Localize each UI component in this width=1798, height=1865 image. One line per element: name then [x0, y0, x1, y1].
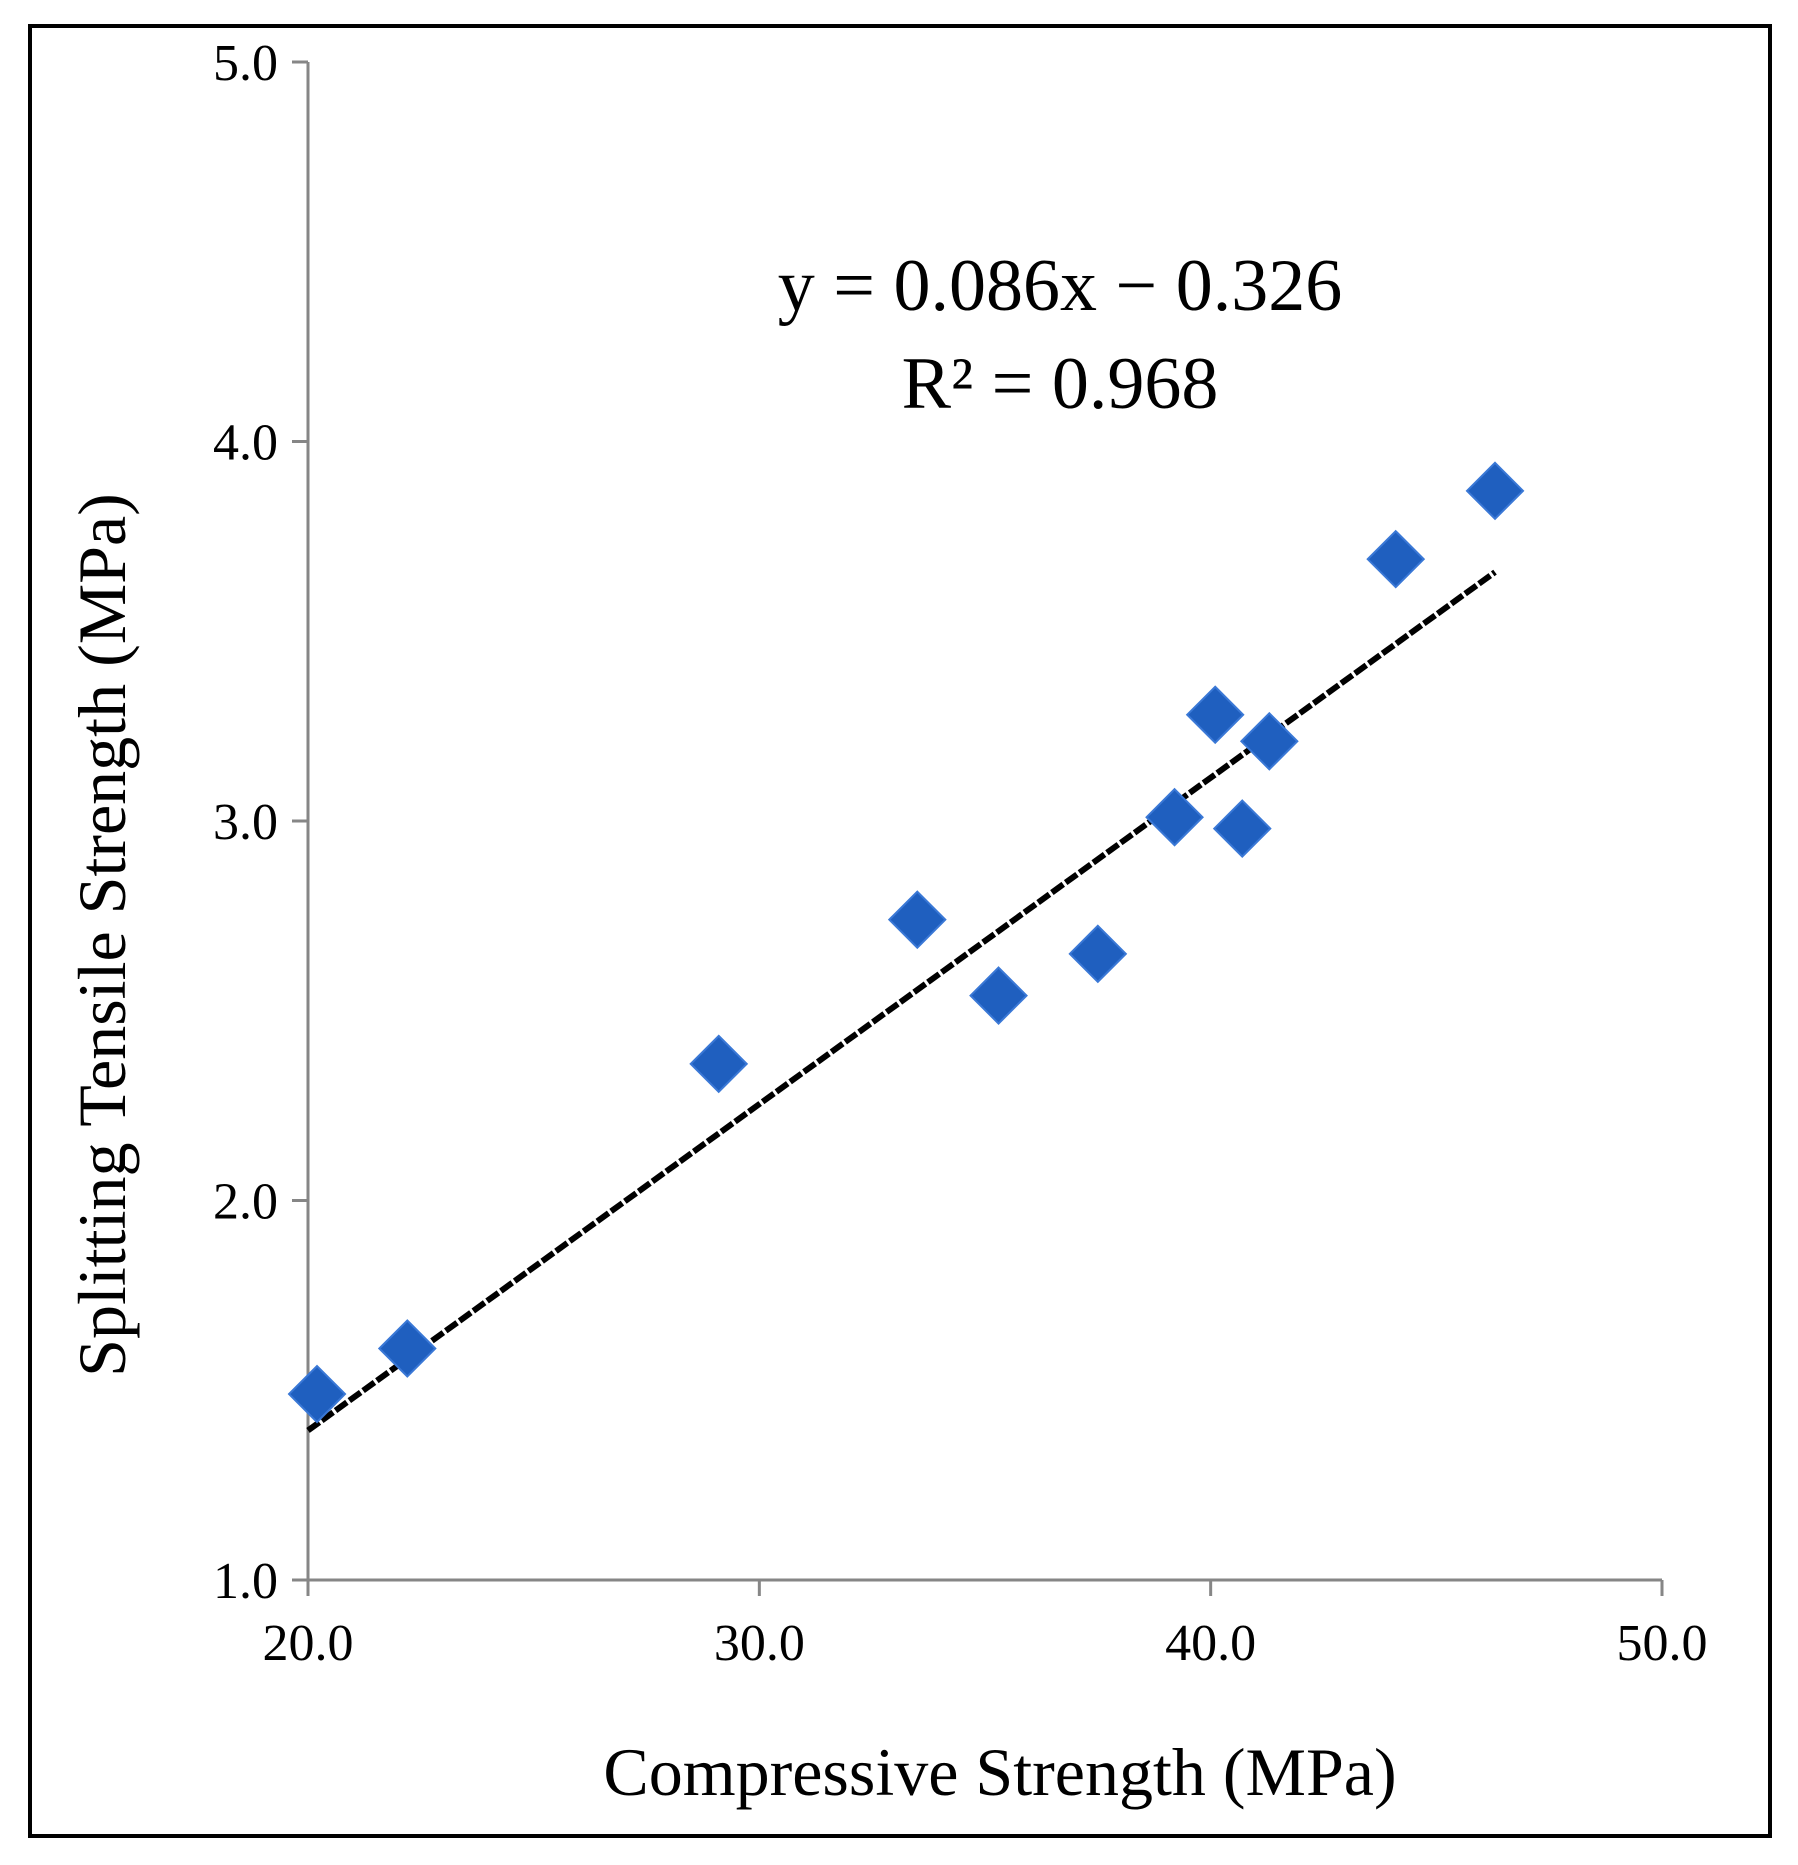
x-tick-label: 20.0 — [263, 1615, 354, 1672]
y-axis-title: Splitting Tensile Strength (MPa) — [64, 493, 140, 1377]
x-tick-label: 50.0 — [1617, 1615, 1708, 1672]
data-points — [287, 461, 1525, 1424]
data-point — [1239, 711, 1299, 771]
r-squared-label: R² = 0.968 — [902, 343, 1219, 425]
data-point — [287, 1364, 347, 1424]
data-point — [377, 1319, 437, 1378]
y-tick-label: 1.0 — [213, 1553, 278, 1610]
x-tick-label: 40.0 — [1165, 1615, 1256, 1672]
x-tick-label: 30.0 — [714, 1615, 805, 1672]
y-tick-label: 3.0 — [213, 794, 278, 851]
y-tick-label: 2.0 — [213, 1174, 278, 1231]
data-point — [1185, 685, 1245, 745]
axes: 1.0 2.0 3.0 4.0 5.0 20.0 30.0 40.0 50.0 — [213, 35, 1708, 1672]
data-point — [887, 890, 947, 950]
data-point — [969, 966, 1028, 1025]
data-point — [689, 1034, 749, 1094]
trendline-equation: y = 0.086x − 0.326 — [778, 245, 1342, 327]
trendline — [306, 569, 1497, 1433]
y-tick-label: 4.0 — [213, 415, 278, 472]
data-point — [1068, 924, 1128, 984]
trendline-layer — [306, 569, 1497, 1433]
data-point — [1465, 461, 1525, 521]
data-point — [1145, 787, 1204, 847]
labels: y = 0.086x − 0.326 R² = 0.968 Compressiv… — [64, 245, 1397, 1810]
data-point — [1366, 529, 1426, 589]
data-point — [1212, 799, 1272, 859]
x-axis-title: Compressive Strength (MPa) — [603, 1734, 1396, 1810]
y-tick-label: 5.0 — [213, 35, 278, 92]
